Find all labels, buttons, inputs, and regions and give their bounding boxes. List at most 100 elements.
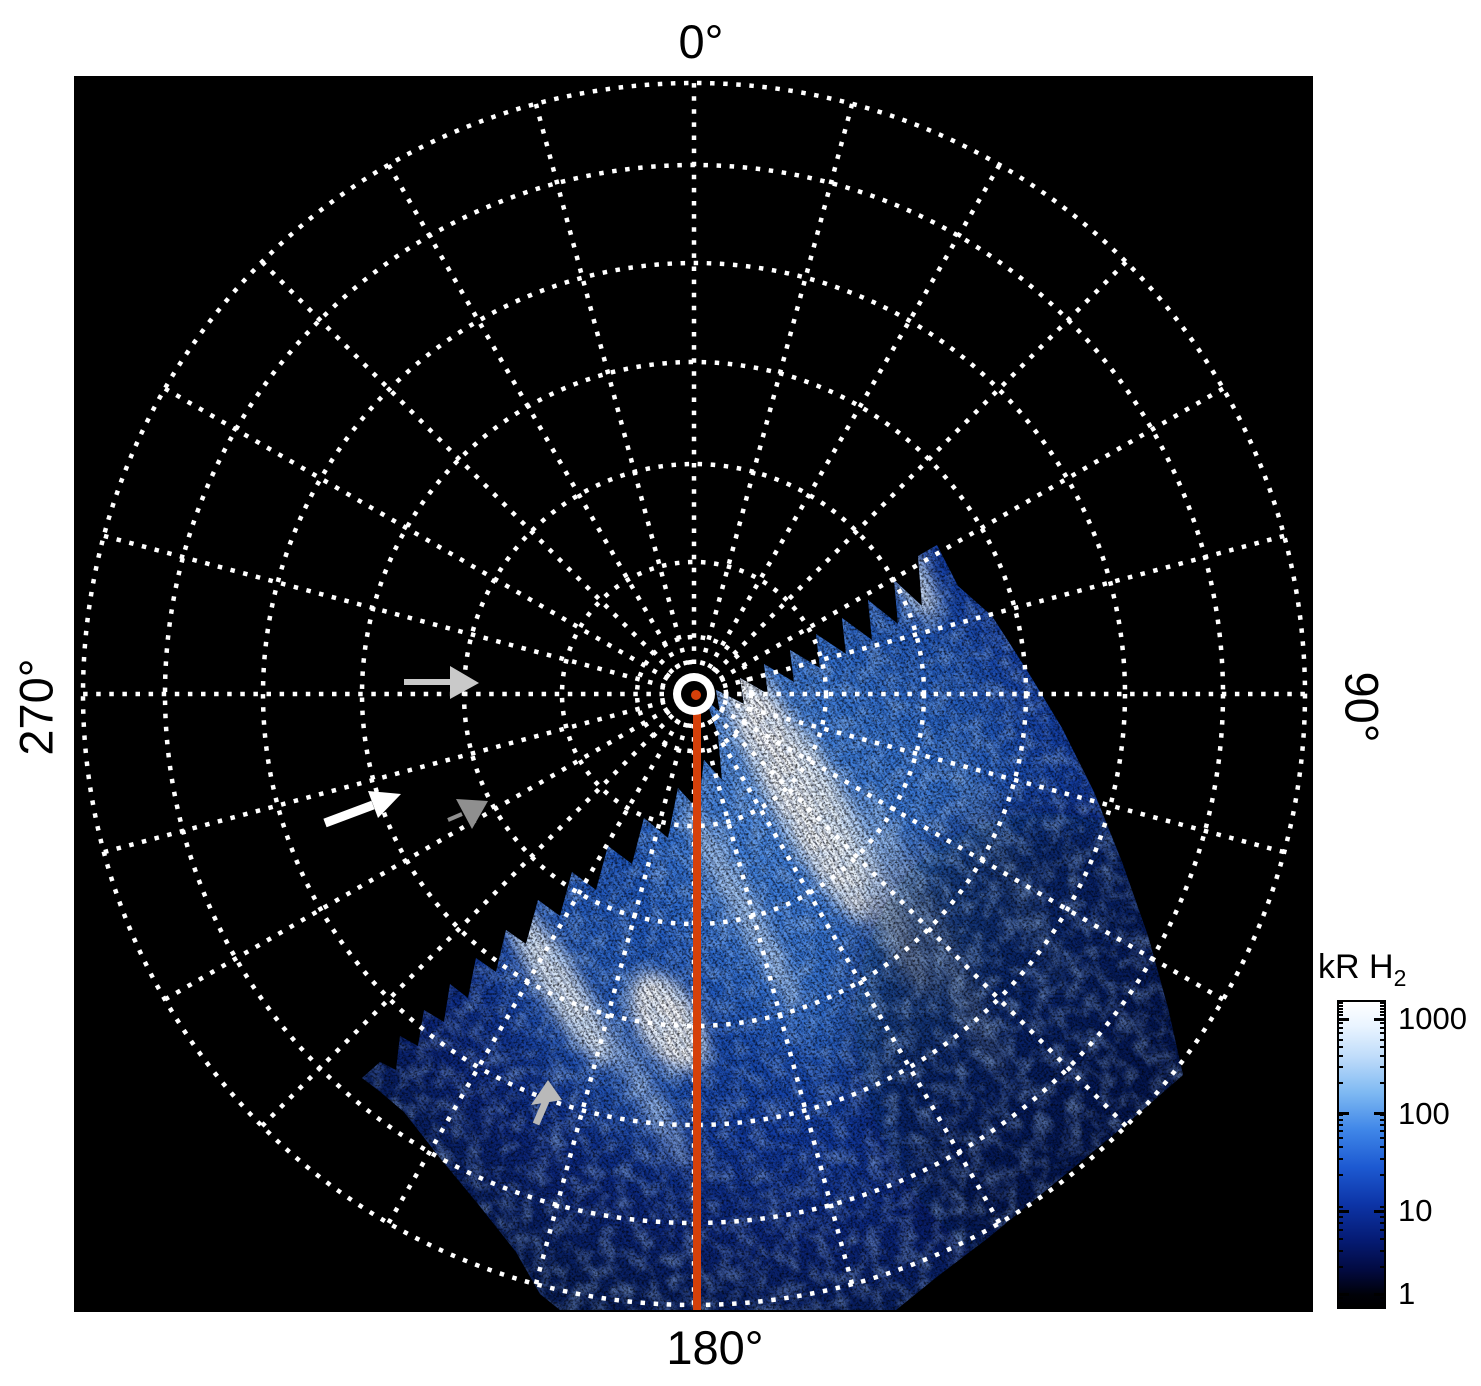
colorbar-tick (1380, 1215, 1386, 1218)
colorbar-tick (1337, 1146, 1343, 1149)
grid-ray (707, 163, 1002, 670)
colorbar-tick (1380, 1237, 1386, 1240)
angle-label-270: 270° (9, 658, 63, 756)
colorbar-tick (1337, 1004, 1343, 1007)
grid-ray (260, 713, 675, 1128)
colorbar-tick (1380, 1123, 1386, 1126)
grid-ray (533, 103, 689, 666)
colorbar-tick (1374, 1112, 1386, 1116)
grid-ray (163, 386, 670, 681)
colorbar-tick (1374, 1017, 1386, 1021)
grid-ray (386, 163, 681, 670)
colorbar-tick (1380, 1032, 1386, 1035)
colorbar-tick (1380, 1010, 1386, 1013)
arrow-gray-up-shaft (532, 1099, 550, 1126)
colorbar-tick (1337, 1007, 1343, 1010)
grid-ray (718, 386, 1225, 681)
colorbar-tick (1337, 1249, 1343, 1252)
colorbar-tick (1337, 1297, 1343, 1300)
grid-ray (722, 699, 1285, 855)
angle-label-180: 180° (666, 1321, 764, 1374)
arrowhead-gray-down (447, 799, 488, 829)
colorbar-tick (1337, 1237, 1343, 1240)
colorbar-tick (1337, 1215, 1343, 1218)
colorbar-tick (1337, 1130, 1343, 1133)
colorbar-tick (1380, 1205, 1386, 1208)
grid-ray (103, 533, 666, 689)
colorbar-tick (1337, 1002, 1343, 1005)
colorbar-tick (1380, 1066, 1386, 1069)
colorbar-tick (1380, 1301, 1386, 1304)
arrow-light-gray-right (404, 666, 479, 699)
colorbar-tick (1380, 1228, 1386, 1231)
colorbar-tick (1380, 1265, 1386, 1268)
colorbar-tick (1337, 1027, 1343, 1030)
arrow-gray-up (531, 1080, 562, 1126)
grid-ray (713, 713, 1128, 1128)
colorbar-tick-label: 1 (1398, 1276, 1416, 1312)
colorbar-tick (1380, 1130, 1386, 1133)
arrowhead-gray-down-shaft (447, 812, 463, 822)
colorbar-tick (1337, 1022, 1343, 1025)
colorbar-tick (1380, 1022, 1386, 1025)
colorbar-tick (1380, 1297, 1386, 1300)
colorbar-tick (1374, 1292, 1386, 1296)
colorbar-tick-label: 100 (1398, 1095, 1450, 1131)
colorbar-tick (1337, 1221, 1343, 1224)
colorbar-tick (1337, 1209, 1349, 1213)
arrow-light-gray-right-head (450, 666, 479, 699)
colorbar-tick (1337, 1292, 1349, 1296)
colorbar-tick (1380, 1045, 1386, 1048)
colorbar-title: kR H2 (1318, 948, 1407, 991)
grid-ray (533, 722, 689, 1285)
colorbar-tick (1337, 1010, 1343, 1013)
grid-ray (713, 260, 1128, 675)
colorbar-gradient (1337, 1000, 1386, 1309)
grid-circle (260, 260, 1128, 1128)
colorbar-tick (1380, 1004, 1386, 1007)
colorbar-tick (1337, 1082, 1343, 1085)
colorbar-tick (1380, 1221, 1386, 1224)
colorbar-tick (1337, 1118, 1343, 1121)
arrow-white-northeast-head (368, 791, 401, 818)
colorbar-tick (1380, 1082, 1386, 1085)
colorbar-tick (1337, 1173, 1343, 1176)
colorbar: kR H2 1000 100 10 1 (1318, 948, 1481, 1348)
colorbar-tick (1380, 1002, 1386, 1005)
colorbar-tick-label: 1000 (1398, 1001, 1467, 1037)
colorbar-tick (1380, 1173, 1386, 1176)
grid-ray (163, 707, 670, 1002)
grid-ray (718, 707, 1225, 1002)
angle-label-0: 0° (678, 15, 724, 68)
colorbar-tick (1337, 1137, 1343, 1140)
colorbar-tick (1337, 1112, 1349, 1116)
colorbar-tick (1337, 1014, 1343, 1017)
colorbar-tick (1337, 1066, 1343, 1069)
arrow-gray-up-head (531, 1080, 562, 1105)
colorbar-tick (1380, 1007, 1386, 1010)
grid-ray (699, 722, 855, 1285)
arrowhead-gray-down-head (456, 799, 488, 829)
colorbar-tick (1374, 1209, 1386, 1213)
grid-ray (699, 103, 855, 666)
angle-label-90: 90° (1335, 671, 1389, 743)
colorbar-tick (1380, 1038, 1386, 1041)
colorbar-tick (1337, 1228, 1343, 1231)
arrow-white-northeast (323, 791, 401, 828)
colorbar-tick (1337, 1017, 1349, 1021)
colorbar-tick (1380, 1146, 1386, 1149)
colorbar-tick (1380, 1118, 1386, 1121)
grid-ray (260, 260, 675, 675)
colorbar-tick (1380, 1027, 1386, 1030)
colorbar-tick (1380, 1249, 1386, 1252)
colorbar-tick (1380, 1014, 1386, 1017)
colorbar-tick-label: 10 (1398, 1193, 1433, 1229)
colorbar-tick (1380, 1054, 1386, 1057)
pole-marker-dot (691, 690, 701, 700)
colorbar-tick (1337, 1032, 1343, 1035)
colorbar-tick (1337, 1054, 1343, 1057)
grid-ray (386, 718, 681, 1225)
colorbar-tick (1337, 1205, 1343, 1208)
